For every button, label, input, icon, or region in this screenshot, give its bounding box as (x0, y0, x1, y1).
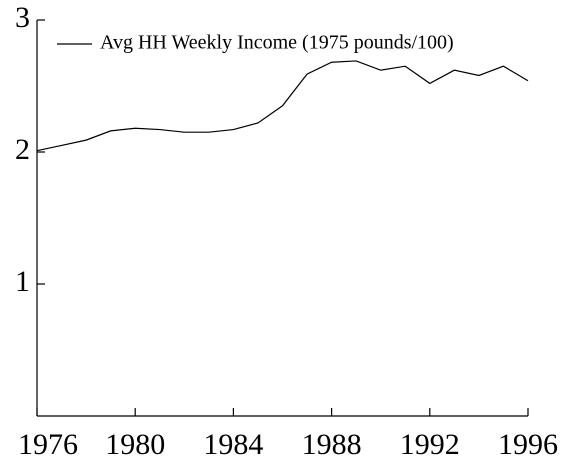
x-tick-label: 1980 (105, 428, 165, 461)
y-tick-label: 2 (15, 133, 30, 166)
y-tick-label: 1 (15, 265, 30, 298)
x-tick-label: 1992 (400, 428, 460, 461)
x-tick-label: 1984 (203, 428, 263, 461)
x-tick-label: 1996 (498, 428, 558, 461)
data-line (36, 60, 529, 152)
legend-label: Avg HH Weekly Income (1975 pounds/100) (100, 32, 454, 54)
x-tick-label: 1988 (302, 428, 362, 461)
y-tick-label: 3 (15, 1, 30, 34)
x-tick-label: 1976 (18, 428, 78, 461)
